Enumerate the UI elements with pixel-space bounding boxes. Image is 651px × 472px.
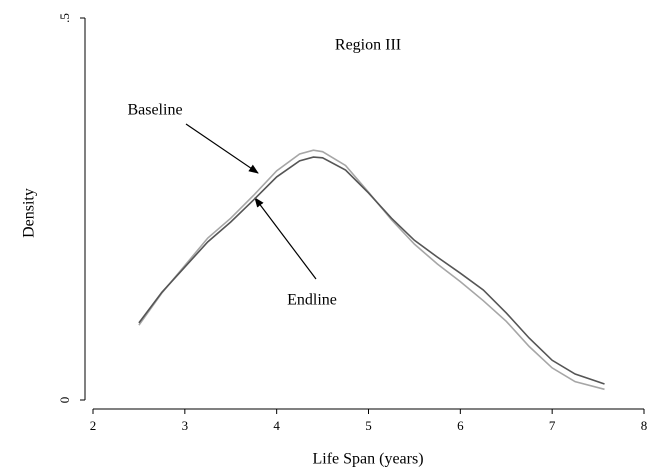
x-tick-label: 7 xyxy=(549,418,556,433)
x-tick-label: 5 xyxy=(365,418,372,433)
line-series xyxy=(138,156,605,385)
x-tick-label: 3 xyxy=(182,418,189,433)
y-tick-label: 0 xyxy=(57,397,72,404)
x-tick-label: 4 xyxy=(273,418,280,433)
x-tick-label: 2 xyxy=(90,418,97,433)
annotation-arrow xyxy=(254,197,317,280)
annotation-arrow xyxy=(185,123,259,174)
line-series xyxy=(138,149,605,391)
y-axis-title: Density xyxy=(21,188,38,238)
x-axis-title: Life Span (years) xyxy=(312,451,423,468)
annotation: Baseline xyxy=(127,102,182,119)
x-tick-label: 6 xyxy=(457,418,464,433)
x-tick-label: 8 xyxy=(641,418,648,433)
y-tick-label: .5 xyxy=(57,13,72,23)
chart-title: Region III xyxy=(335,37,401,54)
annotation: Endline xyxy=(287,292,337,309)
